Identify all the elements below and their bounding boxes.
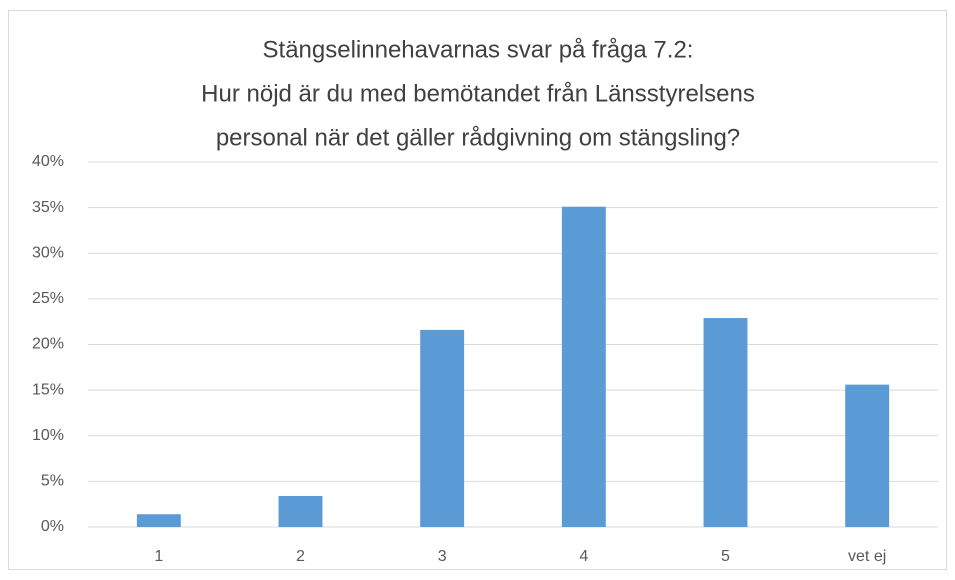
x-tick-label: vet ej [848,548,886,565]
bar [136,514,181,527]
y-tick-label: 10% [32,427,64,444]
x-tick-label: 5 [721,548,730,565]
y-tick-label: 0% [41,518,64,535]
bar [561,206,606,527]
y-tick-label: 30% [32,244,64,261]
y-tick-label: 15% [32,381,64,398]
y-tick-label: 40% [32,153,64,170]
y-tick-label: 25% [32,290,64,307]
y-tick-label: 20% [32,336,64,353]
bar [845,384,890,527]
bar [420,329,465,527]
y-tick-label: 35% [32,199,64,216]
chart-title: Hur nöjd är du med bemötandet från Länss… [201,80,755,107]
chart-title: personal när det gäller rådgivning om st… [216,124,740,151]
x-tick-label: 1 [154,548,163,565]
x-tick-label: 2 [296,548,305,565]
bar [703,318,748,527]
chart-frame [8,10,947,570]
x-tick-label: 3 [438,548,447,565]
y-tick-label: 5% [41,473,64,490]
chart-title: Stängselinnehavarnas svar på fråga 7.2: [263,36,694,63]
bar [278,495,323,527]
x-tick-label: 4 [579,548,588,565]
